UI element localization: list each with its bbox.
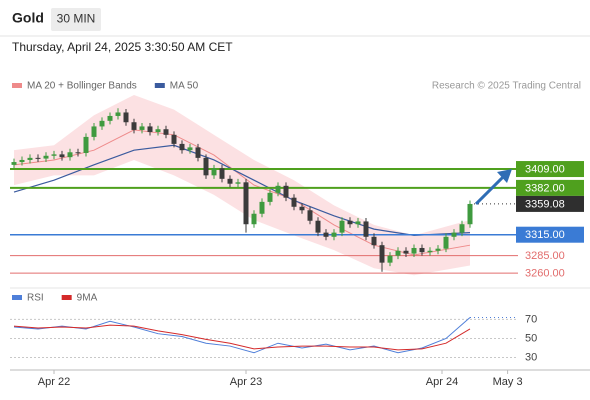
candle-body bbox=[435, 248, 441, 251]
legend-swatch bbox=[154, 83, 165, 88]
candle-body bbox=[83, 136, 89, 153]
candle-body bbox=[451, 232, 457, 237]
candle-body bbox=[251, 213, 257, 225]
candle-body bbox=[355, 221, 361, 225]
candle-body bbox=[267, 192, 273, 202]
candle-body bbox=[291, 197, 297, 207]
timeframe: 30 MIN bbox=[57, 12, 96, 26]
candle-body bbox=[427, 250, 433, 253]
level-label: 3315.00 bbox=[525, 229, 565, 241]
level-label: 3285.00 bbox=[525, 250, 565, 262]
legend-label: RSI bbox=[27, 293, 44, 304]
candle-body bbox=[195, 147, 201, 158]
candle-body bbox=[155, 129, 161, 133]
candle-body bbox=[467, 203, 473, 225]
forecast-arrowhead bbox=[497, 169, 512, 184]
candle-body bbox=[387, 255, 393, 263]
candle-body bbox=[323, 232, 329, 237]
candle-body bbox=[147, 126, 153, 133]
candle-body bbox=[27, 157, 33, 160]
legend-label: MA 50 bbox=[170, 81, 199, 92]
legend-label: MA 20 + Bollinger Bands bbox=[27, 81, 137, 92]
bollinger-band bbox=[14, 95, 470, 276]
series-line bbox=[13, 144, 471, 237]
candle-body bbox=[283, 185, 289, 198]
legend-swatch bbox=[12, 295, 22, 300]
candle-body bbox=[243, 182, 249, 225]
instrument-title: Gold bbox=[12, 10, 44, 26]
candle-body bbox=[139, 126, 145, 130]
candle-body bbox=[99, 120, 105, 127]
level-label: 3260.00 bbox=[525, 268, 565, 280]
timeframe-box bbox=[51, 8, 101, 31]
candle-body bbox=[187, 147, 193, 151]
x-tick-label: Apr 22 bbox=[38, 376, 70, 388]
x-tick-label: Apr 24 bbox=[426, 376, 458, 388]
candle-body bbox=[275, 185, 281, 193]
candle-body bbox=[443, 236, 449, 249]
candle-body bbox=[51, 154, 57, 156]
level-box bbox=[516, 179, 584, 196]
candle-body bbox=[123, 112, 129, 123]
candle-body bbox=[211, 168, 217, 176]
y-tick-label: 50 bbox=[525, 332, 537, 344]
candle-body bbox=[179, 143, 185, 151]
source: Research © 2025 Trading Central bbox=[432, 81, 581, 92]
candle-body bbox=[339, 220, 345, 233]
candle-body bbox=[67, 152, 73, 158]
candle-body bbox=[59, 154, 65, 158]
forecast-arrow bbox=[474, 172, 508, 205]
x-tick-label: May 3 bbox=[493, 376, 523, 388]
candle-body bbox=[227, 178, 233, 184]
candle-body bbox=[203, 157, 209, 176]
last-price-label: 3359.08 bbox=[525, 198, 565, 210]
candle-body bbox=[347, 220, 353, 225]
legend-swatch bbox=[61, 295, 72, 300]
candle-body bbox=[91, 126, 97, 137]
candle-body bbox=[235, 182, 241, 184]
candle-body bbox=[35, 157, 41, 159]
candle-body bbox=[107, 115, 113, 121]
y-tick-label: 70 bbox=[525, 313, 537, 325]
candle-body bbox=[331, 232, 337, 237]
candle-body bbox=[259, 201, 265, 214]
candle-body bbox=[163, 129, 169, 135]
candle-body bbox=[395, 250, 401, 256]
candle-body bbox=[419, 247, 425, 253]
candle-body bbox=[219, 168, 225, 179]
candle-body bbox=[379, 245, 385, 263]
candle-body bbox=[11, 162, 17, 165]
candle-body bbox=[115, 112, 121, 116]
y-tick-label: 30 bbox=[525, 351, 537, 363]
candle-body bbox=[459, 224, 465, 233]
candle-body bbox=[307, 210, 313, 221]
candle-body bbox=[131, 122, 137, 130]
level-box bbox=[516, 226, 584, 243]
level-box bbox=[516, 161, 584, 178]
series-line bbox=[13, 324, 471, 351]
candle-body bbox=[43, 155, 49, 159]
last-price-box bbox=[516, 195, 584, 212]
candle-body bbox=[75, 152, 81, 154]
candle-body bbox=[403, 250, 409, 254]
candle-body bbox=[363, 221, 369, 237]
level-label: 3382.00 bbox=[525, 182, 565, 194]
subtitle: Thursday, April 24, 2025 3:30:50 AM CET bbox=[12, 40, 233, 54]
level-label: 3409.00 bbox=[525, 163, 565, 175]
candle-body bbox=[19, 159, 25, 163]
legend-label: 9MA bbox=[77, 293, 98, 304]
candle-body bbox=[171, 134, 177, 144]
candle-body bbox=[299, 206, 305, 211]
candle-body bbox=[371, 236, 377, 246]
legend-swatch bbox=[12, 83, 22, 88]
candle-body bbox=[315, 220, 321, 233]
x-tick-label: Apr 23 bbox=[230, 376, 262, 388]
candle-body bbox=[411, 247, 417, 254]
